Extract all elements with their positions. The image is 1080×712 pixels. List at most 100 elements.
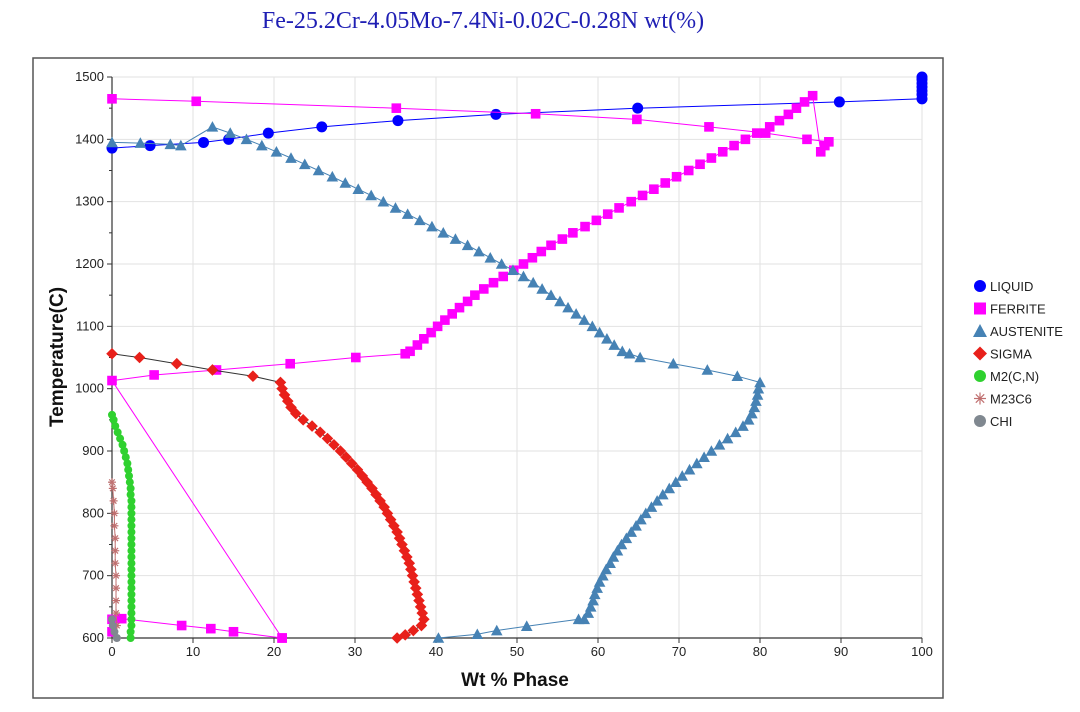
data-point xyxy=(597,569,609,581)
data-point xyxy=(488,277,499,288)
data-point xyxy=(807,90,818,101)
data-point xyxy=(118,440,127,449)
data-point xyxy=(127,621,136,630)
data-point xyxy=(191,96,202,107)
data-point xyxy=(974,415,986,427)
data-point xyxy=(671,171,682,182)
asterisk-stroke xyxy=(975,393,985,404)
data-point xyxy=(120,447,129,455)
data-point xyxy=(783,109,794,120)
data-point xyxy=(274,376,287,389)
data-point xyxy=(611,544,624,556)
y-tick-label: 1300 xyxy=(75,194,104,209)
data-point xyxy=(297,414,309,426)
data-point xyxy=(106,347,118,360)
data-point xyxy=(285,401,297,414)
data-point xyxy=(127,534,136,543)
data-point xyxy=(578,314,591,325)
x-tick-label: 100 xyxy=(911,644,933,659)
data-point xyxy=(916,71,928,83)
data-point xyxy=(462,296,473,307)
series-m2-c-n- xyxy=(108,410,136,642)
data-point xyxy=(345,457,358,470)
asterisk-stroke xyxy=(108,478,116,486)
data-point xyxy=(651,495,663,506)
data-point xyxy=(701,364,714,375)
data-point xyxy=(262,127,274,139)
data-point xyxy=(683,165,694,176)
data-point xyxy=(340,451,352,464)
x-tick-label: 50 xyxy=(510,644,524,659)
data-point xyxy=(587,594,599,606)
data-point xyxy=(110,509,119,518)
data-point xyxy=(277,633,287,643)
data-point xyxy=(752,382,765,394)
asterisk-stroke xyxy=(112,535,119,542)
data-point xyxy=(407,624,420,637)
data-point xyxy=(604,557,616,568)
series-austenite xyxy=(106,121,766,643)
data-point xyxy=(663,482,676,494)
data-point xyxy=(198,136,210,148)
data-point xyxy=(414,214,426,226)
data-point xyxy=(593,326,606,338)
data-point xyxy=(729,426,742,438)
data-point xyxy=(112,609,121,618)
data-point xyxy=(449,233,462,244)
data-point xyxy=(729,140,739,151)
data-point xyxy=(328,438,340,451)
data-point xyxy=(791,103,802,113)
data-point xyxy=(626,196,637,207)
y-axis-title: Temperature(C) xyxy=(47,287,68,427)
data-point xyxy=(815,147,826,157)
data-point xyxy=(112,634,121,642)
data-point xyxy=(111,534,120,543)
data-point xyxy=(568,228,578,238)
legend-label: FERRITE xyxy=(990,302,1046,317)
data-point xyxy=(591,582,603,593)
data-point xyxy=(615,538,628,550)
data-point xyxy=(164,138,177,150)
data-point xyxy=(127,590,136,599)
data-point xyxy=(660,178,671,188)
data-point xyxy=(270,146,283,157)
asterisk-stroke xyxy=(110,497,117,505)
data-point xyxy=(974,370,986,382)
data-point xyxy=(365,189,377,201)
data-point xyxy=(691,457,703,469)
y-tick-label: 1400 xyxy=(75,131,104,146)
legend-label: CHI xyxy=(990,414,1012,429)
data-point xyxy=(974,302,986,315)
legend-item: AUSTENITE xyxy=(973,324,1063,339)
data-point xyxy=(127,615,136,624)
data-point xyxy=(737,420,749,431)
data-point xyxy=(645,501,658,512)
data-point xyxy=(276,382,288,395)
data-point xyxy=(637,190,648,201)
data-point xyxy=(746,407,758,419)
data-point xyxy=(974,392,986,405)
chart-frame xyxy=(32,57,944,699)
legend-label: SIGMA xyxy=(990,347,1032,362)
data-point xyxy=(704,122,714,132)
asterisk-stroke xyxy=(112,584,120,592)
data-point xyxy=(298,158,311,170)
series-chi xyxy=(108,615,121,642)
data-point xyxy=(125,478,134,487)
data-point xyxy=(432,321,443,332)
data-point xyxy=(316,121,328,133)
data-point xyxy=(126,484,135,493)
y-tick-label: 800 xyxy=(82,505,104,520)
data-point xyxy=(562,301,574,313)
data-point xyxy=(802,134,812,145)
data-point xyxy=(384,513,397,526)
data-point xyxy=(507,264,519,276)
data-point xyxy=(607,551,620,562)
data-point xyxy=(754,376,766,388)
data-point xyxy=(557,234,568,244)
data-point xyxy=(546,240,556,251)
x-tick-label: 70 xyxy=(672,644,686,659)
data-point xyxy=(740,134,751,145)
data-point xyxy=(127,521,136,530)
